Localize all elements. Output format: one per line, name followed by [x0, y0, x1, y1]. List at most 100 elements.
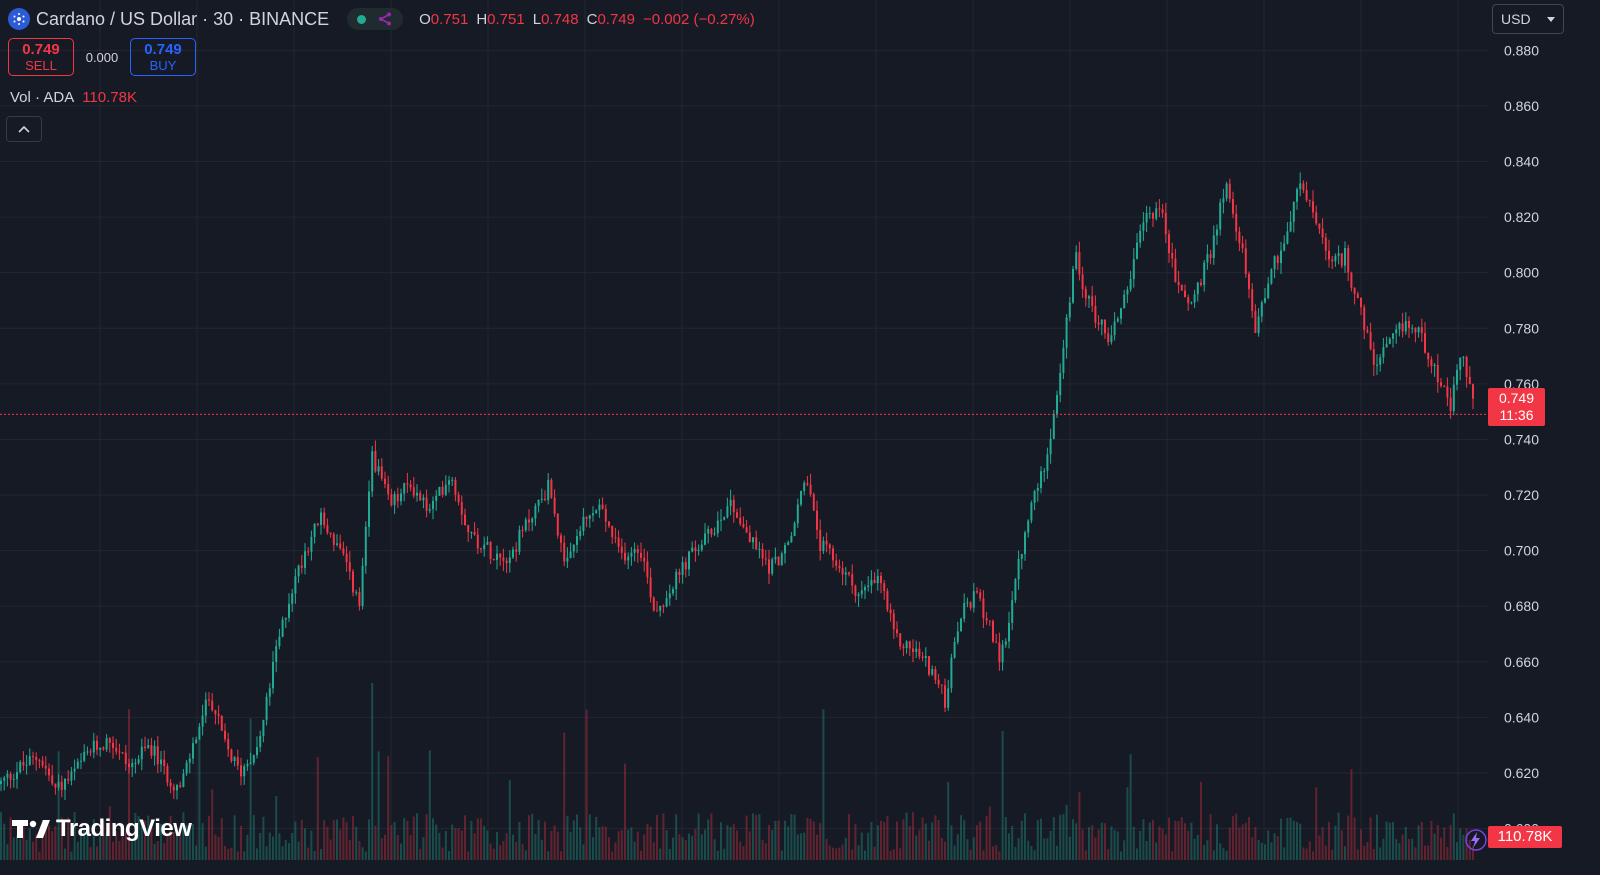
candle: [688, 550, 690, 577]
candle-body: [294, 576, 297, 594]
candle: [291, 589, 294, 612]
candle-body: [1315, 212, 1318, 224]
candle-body: [134, 763, 137, 765]
candle: [1132, 248, 1135, 288]
candlesticks: [0, 172, 1474, 801]
volume-bar: [214, 834, 217, 860]
candle: [518, 525, 521, 555]
volume-bar: [310, 830, 313, 860]
candle-body: [1123, 294, 1126, 309]
candle-body: [633, 549, 636, 553]
volume-legend[interactable]: Vol · ADA 110.78K: [10, 89, 137, 106]
candle: [630, 546, 633, 566]
candle: [1084, 285, 1087, 307]
candle-body: [1040, 471, 1042, 488]
candle: [700, 539, 703, 552]
candle: [1081, 266, 1084, 298]
volume-bar: [787, 826, 790, 860]
candle-body: [579, 531, 582, 537]
candle-body: [288, 603, 290, 618]
candle-body: [1052, 413, 1055, 439]
buy-button[interactable]: 0.749 BUY: [130, 38, 196, 76]
candle: [553, 489, 556, 517]
candle: [1068, 297, 1071, 322]
candle: [1164, 202, 1167, 244]
collapse-legend-button[interactable]: [6, 116, 42, 142]
candle-body: [364, 526, 367, 566]
candle-body: [995, 641, 998, 643]
candle: [1452, 376, 1455, 416]
volume-bar: [966, 839, 969, 860]
candle: [1180, 284, 1183, 291]
volume-bar: [246, 834, 249, 860]
candle: [505, 557, 508, 574]
candle-body: [204, 699, 207, 716]
volume-bar: [1401, 834, 1404, 860]
candle: [1196, 281, 1199, 302]
candle-body: [67, 779, 70, 781]
volume-bar: [720, 822, 722, 860]
volume-bar: [931, 822, 934, 860]
volume-bar: [921, 817, 924, 860]
volume-bar: [976, 825, 978, 860]
y-tick-label-12: 0.840: [1504, 154, 1539, 170]
symbol-title[interactable]: Cardano / US Dollar · 30 · BINANCE: [36, 8, 330, 29]
tradingview-logo[interactable]: TradingView: [12, 815, 192, 843]
candle-body: [787, 542, 790, 546]
candle-body: [889, 609, 892, 614]
volume-bar: [1136, 848, 1138, 860]
candle-body: [1081, 274, 1084, 290]
candle: [432, 496, 434, 520]
volume-bar: [608, 837, 610, 860]
volume-bar: [457, 828, 460, 860]
candle: [1072, 265, 1074, 304]
volume-bar: [304, 828, 306, 860]
candle-body: [108, 738, 111, 743]
volume-bar: [998, 851, 1001, 860]
candle: [668, 584, 671, 606]
currency-dropdown[interactable]: USD: [1492, 4, 1564, 34]
volume-bar: [1081, 829, 1084, 860]
candle: [1190, 301, 1193, 305]
volume-bar: [454, 828, 457, 860]
candle-body: [345, 553, 348, 563]
candle: [240, 757, 242, 786]
volume-bar: [912, 812, 914, 860]
volume-bar: [1196, 834, 1199, 860]
market-status-pill[interactable]: [347, 8, 404, 30]
candle: [652, 596, 655, 612]
candle: [361, 557, 364, 610]
candle: [684, 557, 687, 578]
volume-bar: [1267, 830, 1270, 860]
candle: [1289, 211, 1292, 233]
candle: [848, 571, 850, 577]
candle-body: [352, 571, 354, 593]
volume-bar: [521, 844, 524, 860]
candle-body: [342, 548, 345, 554]
volume-bar: [838, 847, 841, 860]
candle: [656, 601, 658, 612]
candle: [1152, 211, 1154, 228]
volume-bar: [713, 839, 716, 860]
sell-button[interactable]: 0.749 SELL: [8, 38, 74, 76]
candle: [857, 592, 860, 607]
volume-bar: [524, 850, 527, 860]
lightning-icon[interactable]: [1460, 827, 1488, 853]
volume-bar: [742, 846, 745, 860]
candle: [1353, 287, 1356, 305]
candle-body: [371, 451, 374, 492]
candle-body: [310, 536, 313, 552]
candle: [1465, 355, 1468, 388]
candle: [64, 778, 66, 801]
candle-body: [1174, 258, 1177, 282]
candle-body: [764, 558, 767, 560]
volume-bar: [1305, 848, 1308, 860]
candle-body: [928, 656, 930, 675]
volume-bar: [348, 840, 351, 860]
candle-body: [777, 556, 780, 566]
candle-body: [582, 516, 585, 532]
candle-body: [851, 574, 854, 586]
volume-bar: [1097, 829, 1100, 860]
candle: [80, 753, 82, 770]
